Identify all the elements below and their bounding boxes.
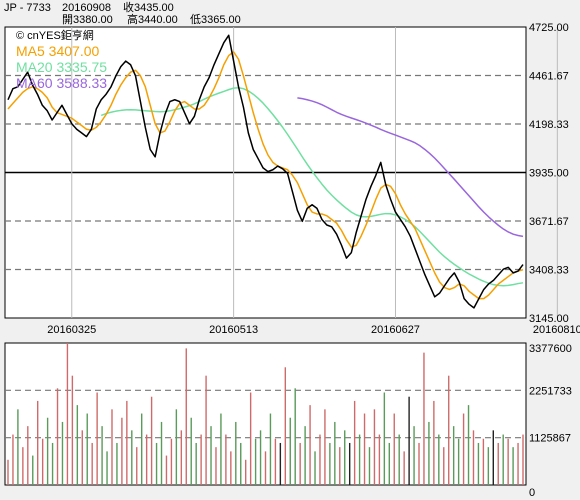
ma20-line [100,87,524,287]
volume-tick-label: 2251733 [529,385,572,397]
date-tick-label: 20160513 [209,324,258,336]
legend-ma20: MA20 3335.75 [16,59,107,75]
ma60-line [297,97,524,238]
price-axis: 4725.00 4461.67 4198.33 3935.00 3671.67 3408.… [529,22,569,325]
close-label: 收3435.00 [123,0,174,14]
high-label: 高3440.00 [127,12,178,26]
date-tick-label: 20160325 [47,324,96,336]
price-tick-label: 4461.67 [529,70,569,82]
price-tick-label: 4725.00 [529,22,569,34]
price-tick-label: 3671.67 [529,216,569,228]
volume-tick-label: 1125867 [529,433,571,445]
volume-tick-label: 0 [529,487,535,499]
ma5-line [7,51,524,300]
date-tick-label: 20160810 [533,324,580,336]
price-tick-label: 3408.33 [529,265,569,277]
volume-bars [7,343,524,485]
date-tick-label: 20160627 [371,324,420,336]
brand-watermark: © cnYES鉅亨網 [16,28,94,42]
volume-axis: 3377600 2251733 1125867 0 [529,343,572,499]
price-tick-label: 4198.33 [529,119,569,131]
low-label: 低3365.00 [190,13,241,26]
legend-ma5: MA5 3407.00 [16,43,99,59]
price-tick-label: 3145.00 [529,313,569,325]
price-lines [7,34,524,309]
date-label: 20160908 [62,2,111,14]
date-axis: 20160325 20160513 20160627 20160810 [47,324,580,336]
open-label: 開3380.00 [62,13,113,26]
price-grid [5,27,558,318]
volume-tick-label: 3377600 [529,343,572,355]
symbol-label: JP - 7733 [4,2,51,14]
price-line [7,34,524,309]
legend-ma60: MA60 3588.33 [16,75,107,91]
price-tick-label: 3935.00 [529,168,569,180]
